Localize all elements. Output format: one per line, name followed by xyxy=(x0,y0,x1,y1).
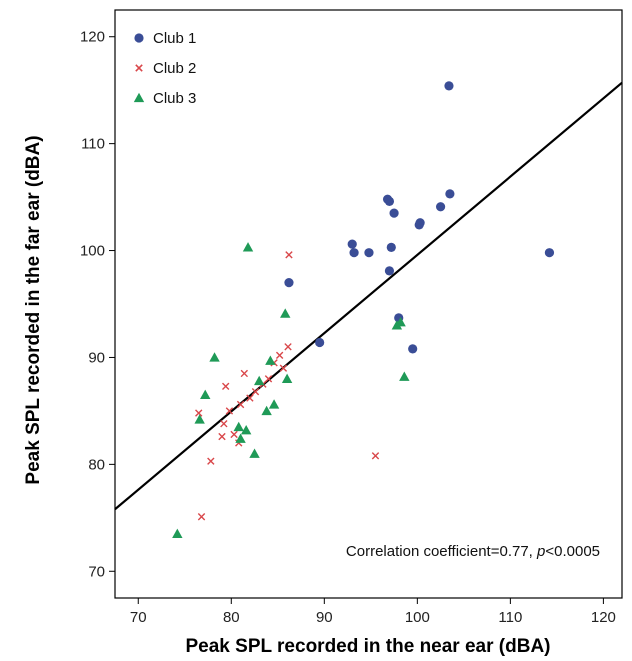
point-club-1 xyxy=(445,189,455,199)
point-club-1 xyxy=(435,202,446,212)
point-club-2 xyxy=(195,409,203,417)
x-tick-label: 120 xyxy=(591,609,616,626)
legend-label-club-1: Club 1 xyxy=(153,30,196,47)
point-club-3 xyxy=(265,355,276,365)
point-club-3 xyxy=(249,448,260,458)
point-club-2 xyxy=(225,407,234,415)
point-club-3 xyxy=(194,414,205,424)
point-club-1 xyxy=(386,242,396,252)
point-club-2 xyxy=(285,251,293,259)
y-tick-label: 70 xyxy=(88,563,105,580)
regression-line xyxy=(114,81,623,511)
point-club-2 xyxy=(207,457,215,465)
point-club-2 xyxy=(264,375,273,383)
point-club-3 xyxy=(242,242,254,252)
plot-frame xyxy=(114,9,623,599)
x-axis-title: Peak SPL recorded in the near ear (dBA) xyxy=(186,636,551,657)
point-club-2 xyxy=(236,400,245,409)
point-club-3 xyxy=(261,405,272,416)
legend-label-club-3: Club 3 xyxy=(153,90,196,107)
axis-ticks: 70 80 90 100 110 120 70 80 90 100 110 120 xyxy=(80,29,616,626)
point-club-1 xyxy=(544,248,555,258)
legend: Club 1 Club 2 Club 3 xyxy=(133,30,196,107)
point-club-2 xyxy=(230,430,238,439)
annotation-text-after: <0.0005 xyxy=(545,543,600,560)
point-club-2 xyxy=(197,513,206,521)
x-tick-label: 110 xyxy=(498,609,522,626)
point-club-2 xyxy=(220,420,228,428)
point-club-1 xyxy=(384,266,395,276)
legend-label-club-2: Club 2 xyxy=(153,60,196,77)
data-points xyxy=(172,81,555,539)
point-club-1 xyxy=(284,278,294,288)
y-tick-label: 80 xyxy=(88,456,105,473)
y-tick-label: 110 xyxy=(81,136,105,153)
x-tick-label: 100 xyxy=(405,609,430,626)
point-club-1 xyxy=(408,344,418,354)
point-club-3 xyxy=(240,424,252,435)
point-club-3 xyxy=(399,371,410,381)
point-club-3 xyxy=(172,528,183,539)
point-club-2 xyxy=(246,394,254,402)
point-club-3 xyxy=(233,421,244,432)
point-club-2 xyxy=(218,432,226,441)
point-club-3 xyxy=(268,399,280,409)
point-club-1 xyxy=(444,81,454,91)
x-tick-label: 90 xyxy=(316,609,333,626)
legend-marker-club-1 xyxy=(134,33,144,43)
point-club-2 xyxy=(371,452,380,460)
point-club-3 xyxy=(395,316,406,327)
legend-marker-club-2 xyxy=(135,64,143,72)
point-club-2 xyxy=(251,387,260,396)
point-club-3 xyxy=(281,373,293,383)
y-tick-label: 90 xyxy=(88,349,105,366)
point-club-2 xyxy=(284,343,292,351)
annotation-text-before: Correlation coefficient=0.77, xyxy=(346,543,537,560)
point-club-3 xyxy=(200,389,211,400)
point-club-3 xyxy=(280,308,291,318)
point-club-1 xyxy=(347,239,357,249)
point-club-1 xyxy=(389,208,399,218)
y-tick-label: 100 xyxy=(80,243,105,260)
point-club-2 xyxy=(240,369,249,378)
point-club-3 xyxy=(235,433,246,443)
point-club-2 xyxy=(222,382,230,391)
point-club-3 xyxy=(209,352,220,362)
y-tick-label: 120 xyxy=(80,29,105,46)
point-club-1 xyxy=(415,218,425,228)
point-club-2 xyxy=(279,364,288,372)
x-tick-label: 70 xyxy=(130,609,147,626)
y-axis-title: Peak SPL recorded in the far ear (dBA) xyxy=(23,135,44,484)
point-club-1 xyxy=(364,248,374,258)
point-club-1 xyxy=(384,196,395,206)
annotation-p-symbol: p xyxy=(536,543,545,560)
point-club-1 xyxy=(315,337,325,348)
correlation-annotation: Correlation coefficient=0.77, p<0.0005 xyxy=(346,543,600,560)
point-club-3 xyxy=(253,375,265,386)
point-club-1 xyxy=(349,248,359,258)
point-club-2 xyxy=(275,351,284,360)
legend-marker-club-3 xyxy=(133,92,145,103)
x-tick-label: 80 xyxy=(223,609,240,626)
